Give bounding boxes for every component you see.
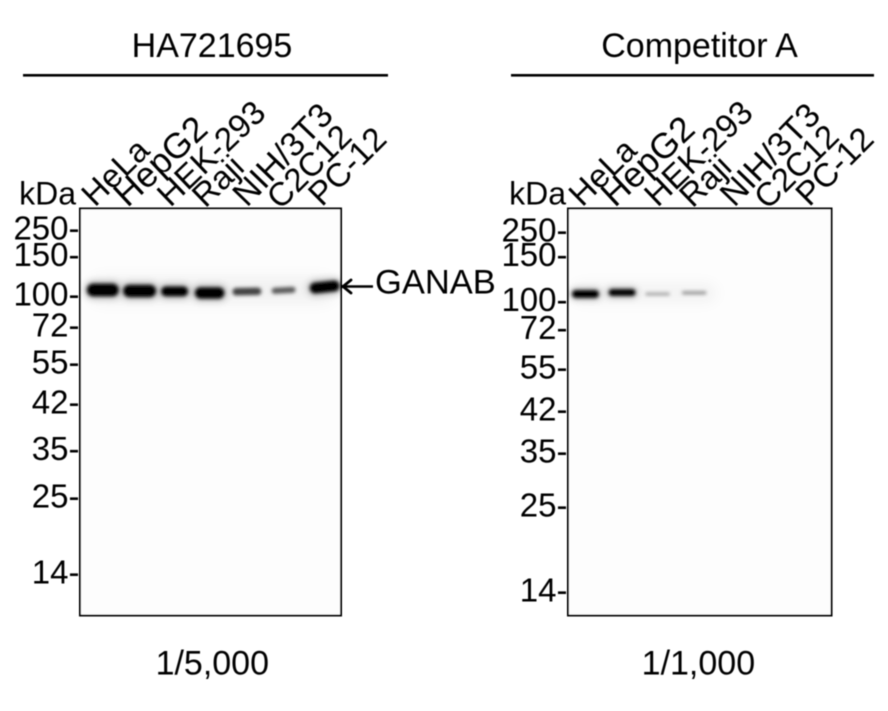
svg-text:150-: 150-: [501, 236, 567, 273]
svg-text:35-: 35-: [32, 430, 80, 467]
svg-text:55-: 55-: [32, 344, 80, 381]
svg-text:35-: 35-: [520, 433, 568, 470]
svg-text:kDa: kDa: [509, 176, 566, 212]
svg-text:kDa: kDa: [19, 176, 76, 212]
svg-text:72-: 72-: [520, 309, 568, 346]
svg-text:42-: 42-: [520, 391, 568, 428]
svg-text:42-: 42-: [32, 384, 80, 421]
svg-text:1/1,000: 1/1,000: [642, 645, 755, 683]
svg-text:HA721695: HA721695: [132, 27, 293, 65]
svg-text:100-: 100-: [501, 281, 567, 318]
svg-text:55-: 55-: [520, 349, 568, 386]
svg-text:GANAB: GANAB: [375, 264, 496, 302]
svg-text:25-: 25-: [32, 478, 80, 515]
svg-text:250-: 250-: [501, 211, 567, 248]
svg-text:150-: 150-: [13, 236, 79, 273]
svg-text:14-: 14-: [520, 572, 568, 609]
svg-text:250-: 250-: [13, 210, 79, 247]
svg-text:1/5,000: 1/5,000: [156, 645, 269, 683]
svg-text:100-: 100-: [13, 276, 79, 313]
svg-text:Competitor A: Competitor A: [601, 27, 798, 65]
svg-text:25-: 25-: [520, 487, 568, 524]
svg-text:72-: 72-: [32, 307, 80, 344]
svg-text:14-: 14-: [32, 554, 80, 591]
